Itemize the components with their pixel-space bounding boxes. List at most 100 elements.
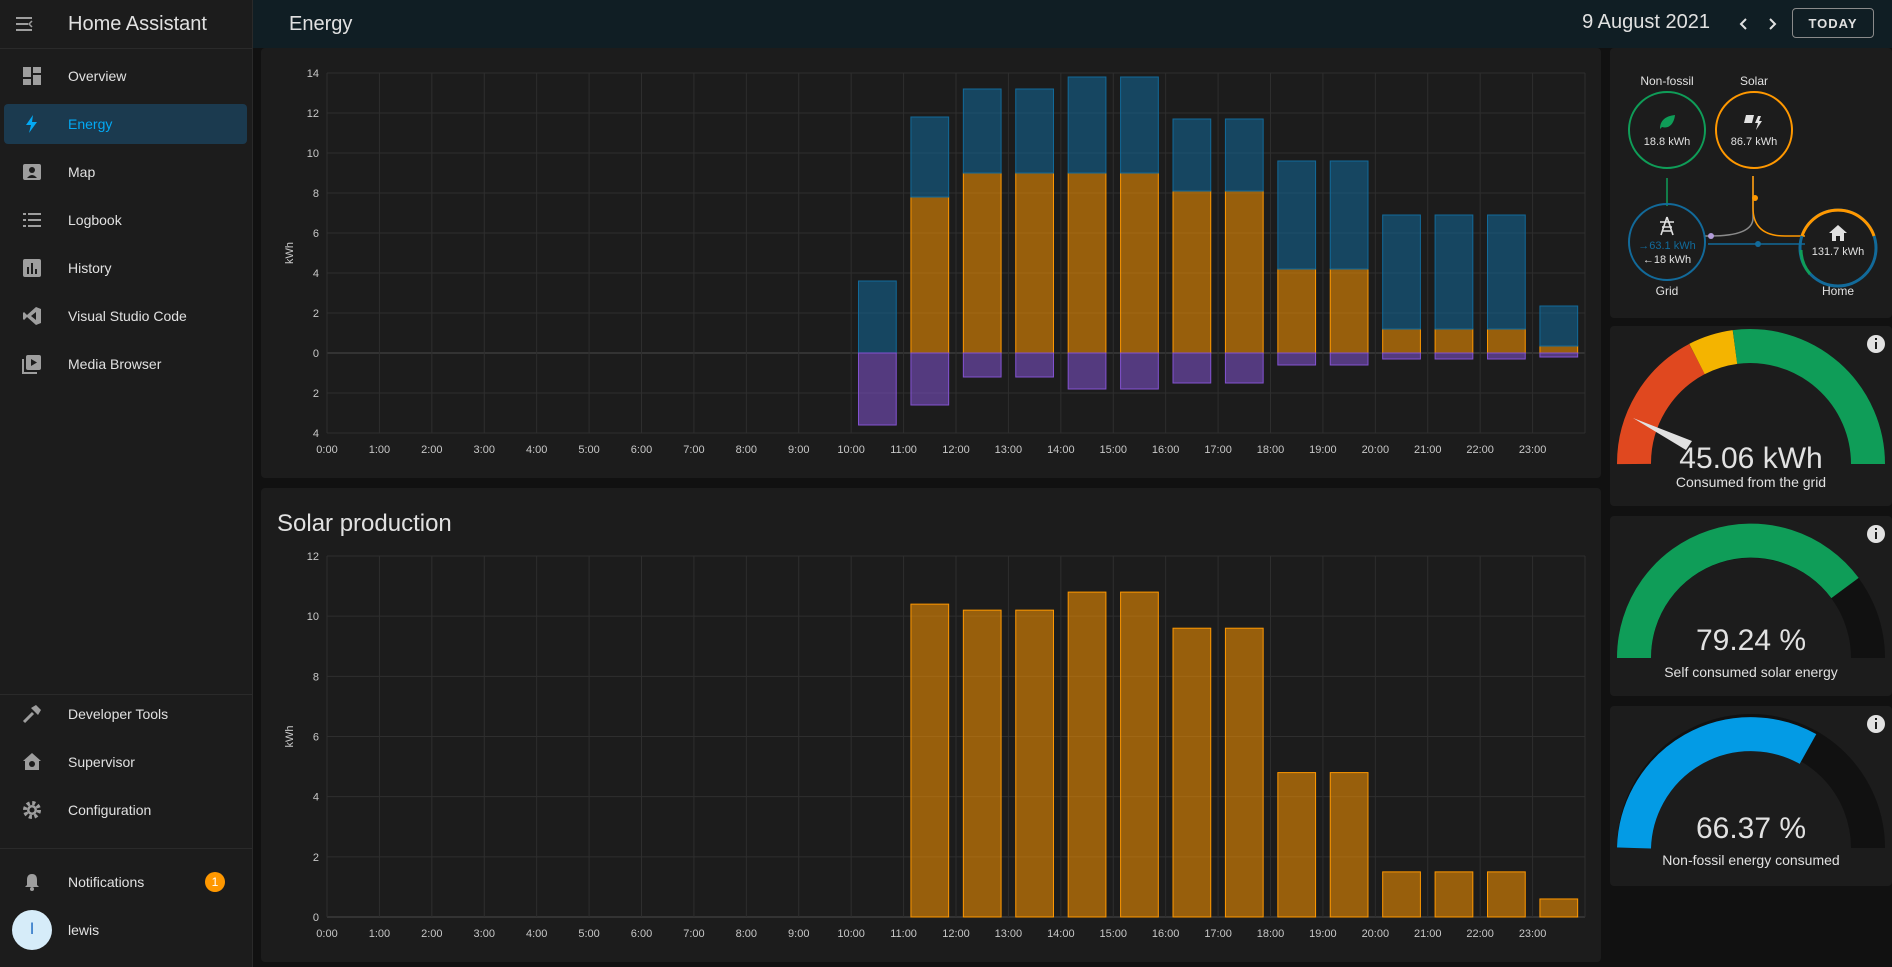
x-tick-label: 10:00 [837,928,865,940]
y-tick-label: 4 [313,792,319,804]
sidebar-item-media-browser[interactable]: Media Browser [4,344,247,384]
gauge-value: 45.06 kWh [1679,442,1823,475]
grid-bar [1172,118,1212,192]
solar-bar [1329,772,1369,918]
solar-bar [1329,268,1369,354]
x-tick-label: 2:00 [421,928,442,940]
x-tick-label: 9:00 [788,928,809,940]
sidebar-divider [0,694,253,695]
solar-bar [1015,609,1054,918]
return-bar [1329,352,1369,366]
non-fossil-label: Non-fossil [1640,74,1694,88]
solar-production-card: Solar production 12 10 8 6 4 2 0 kWh 0:00 1:00 2:0… [261,488,1601,962]
self-consumed-solar-gauge-card: 79.24 % Self consumed solar energy [1610,516,1892,696]
solar-bar [1172,190,1212,354]
avatar: l [12,910,52,950]
x-tick-label: 10:00 [837,444,865,456]
y-tick-label: 12 [307,108,319,120]
grid-bar [1329,160,1369,270]
sidebar-item-notifications[interactable]: Notifications 1 [4,862,247,902]
home-value: 131.7 kWh [1811,246,1865,258]
grid-consumption-gauge-card: 45.06 kWh Consumed from the grid [1610,326,1892,506]
x-tick-label: 3:00 [474,928,495,940]
solar-card-title: Solar production [277,510,452,537]
sidebar-item-label: Notifications [68,874,145,890]
x-tick-label: 16:00 [1152,928,1180,940]
y-tick-label: 8 [313,188,319,200]
solar-bar [1487,328,1526,354]
sidebar-item-label: Logbook [68,212,122,228]
return-bar [1224,352,1264,384]
x-tick-label: 22:00 [1466,444,1494,456]
home-label: Home [1821,284,1854,298]
grid-bar [1120,76,1159,174]
grid-bar [1015,88,1054,174]
x-tick-label: 1:00 [369,928,390,940]
history-icon [4,248,60,288]
energy-flow-diagram [1628,91,1878,288]
non-fossil-gauge-card: 66.37 % Non-fossil energy consumed [1610,706,1892,886]
home-icon [1828,224,1848,247]
lightning-icon [4,104,60,144]
solar-bar [1277,268,1317,354]
sidebar-item-configuration[interactable]: Configuration [4,790,247,830]
sidebar-item-user[interactable]: l lewis [4,910,247,950]
solar-bar [1172,627,1212,918]
leaf-icon [1658,114,1676,135]
x-tick-label: 8:00 [736,928,757,940]
sidebar-item-energy[interactable]: Energy [4,104,247,144]
sidebar-item-map[interactable]: Map [4,152,247,192]
return-bar [1487,352,1526,360]
info-icon[interactable] [1866,524,1886,544]
return-bar [1382,352,1421,360]
sidebar: Home Assistant Overview Energy Map Logbo… [0,0,253,967]
solar-production-chart: 12 10 8 6 4 2 0 kWh 0:00 1:00 2:00 3:00 4:00 5:00 6:00… [284,551,1586,940]
sidebar-item-logbook[interactable]: Logbook [4,200,247,240]
solar-bar [1067,591,1107,918]
y-axis-label: kWh [284,242,296,264]
x-tick-label: 15:00 [1099,928,1127,940]
x-tick-label: 20:00 [1362,928,1390,940]
page-title: Energy [289,12,353,35]
sidebar-item-developer-tools[interactable]: Developer Tools [4,694,247,734]
non-fossil-gauge [1617,714,1885,849]
x-tick-label: 12:00 [942,928,970,940]
y-tick-label: 12 [307,551,319,563]
transmission-tower-icon [1657,216,1677,241]
sidebar-item-history[interactable]: History [4,248,247,288]
return-bar [910,352,950,406]
x-tick-label: 5:00 [578,444,599,456]
sidebar-item-overview[interactable]: Overview [4,56,247,96]
info-icon[interactable] [1866,714,1886,734]
chevron-left-icon[interactable] [1732,12,1756,36]
sidebar-item-label: Developer Tools [68,706,169,722]
solar-bar [1487,871,1526,918]
solar-bar [1224,627,1264,918]
vscode-icon [4,296,60,336]
bell-icon [4,862,60,902]
solar-bar [1382,328,1421,354]
sidebar-item-vscode[interactable]: Visual Studio Code [4,296,247,336]
grid-out-value: ←18 kWh [1642,254,1692,266]
today-button[interactable]: TODAY [1792,8,1874,38]
grid-gauge [1616,329,1885,465]
grid-bar [1434,214,1474,330]
y-tick-label: 6 [313,228,319,240]
solar-bar [1539,345,1579,354]
menu-icon[interactable] [0,0,48,48]
info-icon[interactable] [1866,334,1886,354]
chevron-right-icon[interactable] [1760,12,1784,36]
x-tick-label: 0:00 [316,444,337,456]
user-name: lewis [68,922,100,938]
x-tick-label: 16:00 [1152,444,1180,456]
sidebar-item-supervisor[interactable]: Supervisor [4,742,247,782]
notification-badge: 1 [205,872,225,892]
grid-bar [1067,76,1107,174]
gauge-value: 79.24 % [1695,624,1807,657]
grid-bar [1224,118,1264,192]
grid-bar [1382,214,1421,330]
x-tick-label: 21:00 [1414,444,1442,456]
solar-bar [910,603,950,918]
return-bar [1015,352,1054,378]
x-tick-label: 20:00 [1362,444,1390,456]
